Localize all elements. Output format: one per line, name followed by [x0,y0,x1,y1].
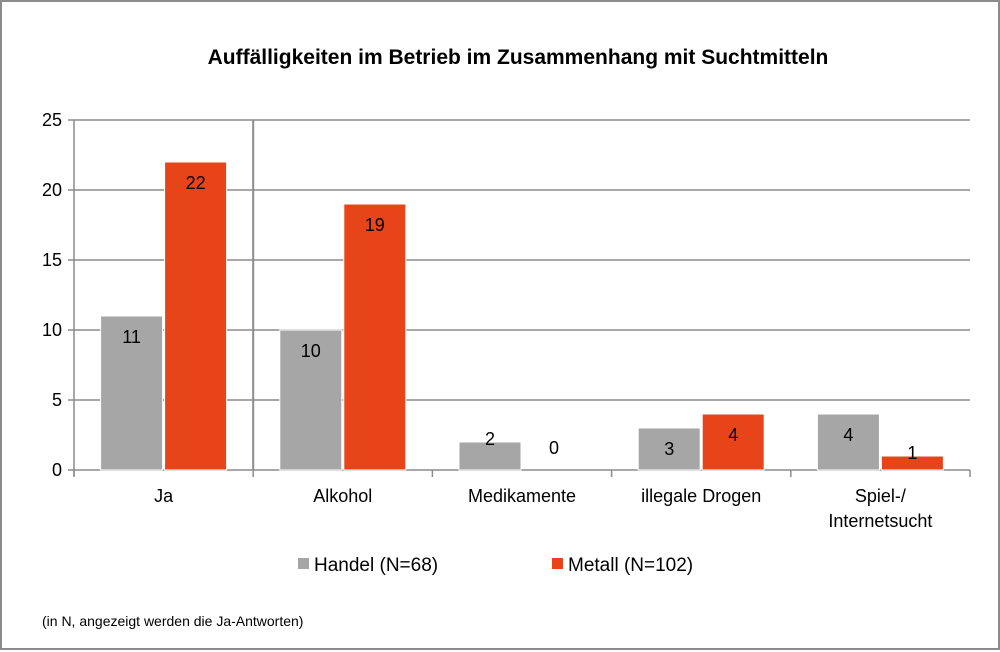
bar [279,329,343,471]
data-label: 2 [485,429,495,449]
bar [458,441,522,471]
data-label: 4 [843,425,853,445]
legend: Handel (N=68) Metall (N=102) [298,555,693,576]
category-label: Spiel-/ [855,486,906,506]
category-label: Medikamente [468,486,576,506]
legend-swatch [552,558,563,569]
legend-label: Metall (N=102) [568,555,693,576]
footnote: (in N, angezeigt werden die Ja-Antworten… [42,613,303,629]
data-label: 19 [365,215,385,235]
legend-swatch [298,558,309,569]
y-axis-ticks: 0 5 10 15 20 25 [42,110,62,480]
y-tick-label: 25 [42,110,62,130]
data-labels: 11 10 2 3 4 22 19 0 4 1 [122,173,917,463]
bar [100,315,164,471]
data-label: 3 [664,439,674,459]
x-axis-categories: Ja Alkohol Medikamente illegale Drogen Spiel… [154,486,932,531]
bar [637,427,701,471]
category-label: Ja [154,486,174,506]
bar [701,413,765,471]
data-label: 4 [728,425,738,445]
y-tick-label: 5 [52,390,62,410]
bar [164,161,228,471]
category-label: illegale Drogen [641,486,761,506]
data-label: 0 [549,438,559,458]
legend-label: Handel (N=68) [314,555,438,576]
bar [816,413,880,471]
y-tick-label: 20 [42,180,62,200]
data-label: 11 [122,327,141,347]
y-tick-label: 0 [52,460,62,480]
bar [343,203,407,471]
data-label: 22 [186,173,206,193]
category-label: Internetsucht [828,511,932,531]
bars [100,161,944,471]
y-tick-label: 10 [42,320,62,340]
category-label: Alkohol [313,486,372,506]
chart-title: Auffälligkeiten im Betrieb im Zusammenha… [208,46,829,69]
y-tick-label: 15 [42,250,62,270]
bar [880,455,944,471]
data-label: 1 [907,443,917,463]
data-label: 10 [301,341,321,361]
